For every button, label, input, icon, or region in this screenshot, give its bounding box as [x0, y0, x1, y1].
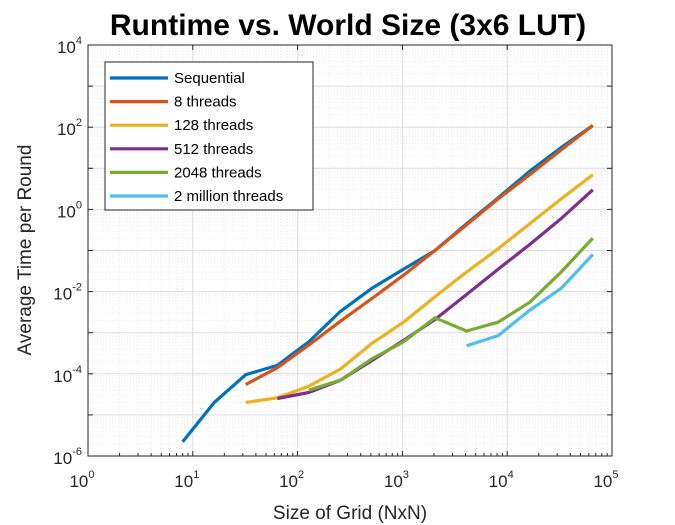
x-tick-label: 105 — [593, 469, 618, 491]
x-axis-label: Size of Grid (NxN) — [273, 503, 427, 524]
legend-label-5: 2 million threads — [174, 188, 283, 205]
series-line-1 — [244, 124, 594, 386]
y-tick-label: 100 — [57, 199, 82, 221]
legend-label-1: 8 threads — [174, 94, 237, 111]
y-tick-label: 104 — [57, 35, 82, 57]
x-tick-label: 104 — [489, 469, 514, 491]
x-tick-label: 103 — [384, 469, 409, 491]
x-tick-labels: 100 101 102 103 104 105 — [69, 469, 618, 491]
x-tick-label: 102 — [279, 469, 304, 491]
series-line-0 — [181, 124, 594, 443]
legend-label-4: 2048 threads — [174, 164, 262, 181]
legend-label-2: 128 threads — [174, 117, 253, 134]
y-tick-labels: 10-6 10-4 10-2 100 102 104 — [53, 35, 82, 468]
x-tick-label: 100 — [69, 469, 94, 491]
x-tick-label: 101 — [174, 469, 199, 491]
series-layer — [181, 124, 594, 443]
legend: Sequential 8 threads 128 threads 512 thread… — [104, 61, 314, 211]
y-tick-label: 10-2 — [53, 282, 82, 304]
legend-label-0: Sequential — [174, 70, 245, 87]
tick-marks — [87, 44, 613, 457]
y-tick-label: 10-4 — [53, 364, 82, 386]
y-axis-label: Average Time per Round — [15, 145, 36, 356]
chart-title: Runtime vs. World Size (3x6 LUT) — [110, 9, 586, 42]
series-line-4 — [308, 237, 594, 392]
legend-box — [104, 61, 314, 211]
y-tick-label: 10-6 — [53, 446, 82, 468]
legend-label-3: 512 threads — [174, 141, 253, 158]
y-tick-label: 102 — [57, 117, 82, 139]
series-line-5 — [466, 253, 594, 348]
series-line-2 — [245, 173, 594, 405]
